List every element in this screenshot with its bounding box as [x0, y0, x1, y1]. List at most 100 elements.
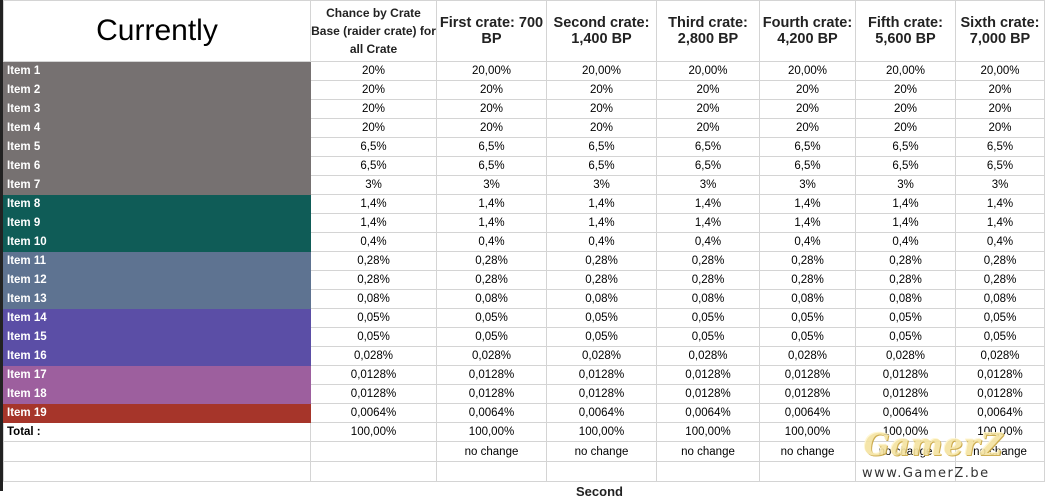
chance-cell: 0,08% — [436, 289, 547, 309]
chance-cell: 0,4% — [546, 232, 657, 252]
chance-cell: 3% — [656, 175, 760, 195]
chance-cell: 20,00% — [955, 61, 1045, 81]
empty-cell — [436, 461, 547, 482]
chance-cell: 6,5% — [855, 137, 956, 157]
total-cell: 100,00% — [546, 422, 657, 442]
header-second-crate: Second crate: 1,400 BP — [546, 0, 657, 62]
chance-cell: 0,05% — [436, 308, 547, 328]
chance-cell: 0,05% — [955, 327, 1045, 347]
chance-cell: 20% — [955, 99, 1045, 119]
table-row: Item 16 0,028% 0,028% 0,028% 0,028% 0,028% 0,0… — [3, 346, 1045, 366]
chance-cell: 0,28% — [436, 270, 547, 290]
chance-cell: 20% — [436, 99, 547, 119]
chance-cell: 6,5% — [546, 156, 657, 176]
chance-cell: 0,28% — [855, 270, 956, 290]
chance-cell: 6,5% — [855, 156, 956, 176]
chance-cell: 0,0128% — [955, 365, 1045, 385]
chance-cell: 3% — [436, 175, 547, 195]
chance-cell: 0,05% — [656, 308, 760, 328]
chance-cell: 6,5% — [310, 137, 437, 157]
chance-cell: 0,0128% — [759, 365, 856, 385]
chance-cell: 20,00% — [759, 61, 856, 81]
chance-cell: 0,28% — [310, 270, 437, 290]
total-cell: 100,00% — [436, 422, 547, 442]
chance-cell: 0,05% — [759, 308, 856, 328]
header-fifth-crate: Fifth crate: 5,600 BP — [855, 0, 956, 62]
chance-cell: 1,4% — [955, 194, 1045, 214]
item-label: Item 18 — [3, 384, 311, 404]
chance-cell: 0,05% — [436, 327, 547, 347]
header-third-crate: Third crate: 2,800 BP — [656, 0, 760, 62]
empty-cell — [955, 461, 1045, 482]
blank-row — [3, 461, 1045, 482]
item-label: Item 10 — [3, 232, 311, 252]
chance-cell: 0,4% — [759, 232, 856, 252]
chance-cell: 20% — [436, 80, 547, 100]
chance-cell: 0,0128% — [310, 384, 437, 404]
chance-cell: 20,00% — [436, 61, 547, 81]
chance-cell: 0,0064% — [546, 403, 657, 423]
header-base-chance: Chance by Crate Base (raider crate) for … — [310, 0, 437, 62]
chance-cell: 0,0128% — [546, 384, 657, 404]
empty-cell — [546, 461, 657, 482]
table-row: Item 18 0,0128% 0,0128% 0,0128% 0,0128% 0,012… — [3, 384, 1045, 404]
chance-cell: 20% — [656, 80, 760, 100]
chance-cell: 0,0128% — [546, 365, 657, 385]
chance-cell: 0,05% — [855, 308, 956, 328]
chance-cell: 0,4% — [436, 232, 547, 252]
chance-cell: 20% — [310, 99, 437, 119]
chance-cell: 1,4% — [656, 194, 760, 214]
chance-cell: 0,28% — [955, 270, 1045, 290]
table-row: Item 6 6,5% 6,5% 6,5% 6,5% 6,5% 6,5% 6,5% — [3, 156, 1045, 176]
table-row: Item 8 1,4% 1,4% 1,4% 1,4% 1,4% 1,4% 1,4% — [3, 194, 1045, 214]
chance-cell: 20% — [955, 118, 1045, 138]
no-change-cell: no change — [955, 441, 1045, 462]
table-row: Item 5 6,5% 6,5% 6,5% 6,5% 6,5% 6,5% 6,5% — [3, 137, 1045, 157]
chance-cell: 20% — [546, 118, 657, 138]
chance-cell: 0,0128% — [855, 365, 956, 385]
chance-cell: 3% — [546, 175, 657, 195]
item-label: Item 2 — [3, 80, 311, 100]
chance-cell: 0,0128% — [759, 384, 856, 404]
chance-cell: 0,28% — [759, 270, 856, 290]
chance-cell: 6,5% — [955, 156, 1045, 176]
chance-cell: 1,4% — [759, 194, 856, 214]
chance-cell: 0,28% — [656, 270, 760, 290]
chance-cell: 0,05% — [310, 327, 437, 347]
table-row: Item 11 0,28% 0,28% 0,28% 0,28% 0,28% 0,28% 0,2… — [3, 251, 1045, 271]
chance-cell: 0,28% — [855, 251, 956, 271]
item-label: Item 6 — [3, 156, 311, 176]
item-label: Item 11 — [3, 251, 311, 271]
chance-cell: 6,5% — [310, 156, 437, 176]
chance-cell: 20% — [759, 99, 856, 119]
empty-cell — [3, 441, 311, 462]
chance-cell: 20% — [546, 80, 657, 100]
header-fourth-crate: Fourth crate: 4,200 BP — [759, 0, 856, 62]
chance-cell: 0,0128% — [436, 365, 547, 385]
chance-cell: 20% — [310, 80, 437, 100]
chance-cell: 20,00% — [546, 61, 657, 81]
no-change-cell: no change — [436, 441, 547, 462]
chance-cell: 20% — [759, 118, 856, 138]
chance-cell: 1,4% — [546, 194, 657, 214]
chance-cell: 0,08% — [310, 289, 437, 309]
chance-cell: 1,4% — [310, 194, 437, 214]
chance-cell: 0,028% — [436, 346, 547, 366]
chance-cell: 1,4% — [436, 194, 547, 214]
chance-cell: 0,28% — [310, 251, 437, 271]
watermark-url: www.GamerZ.be — [862, 466, 990, 481]
total-label: Total : — [3, 422, 311, 442]
chance-cell: 0,028% — [855, 346, 956, 366]
item-label: Item 16 — [3, 346, 311, 366]
empty-cell — [759, 461, 856, 482]
chance-cell: 0,028% — [546, 346, 657, 366]
chance-cell: 0,08% — [759, 289, 856, 309]
chance-cell: 6,5% — [759, 156, 856, 176]
item-label: Item 8 — [3, 194, 311, 214]
chance-cell: 0,028% — [759, 346, 856, 366]
chance-cell: 20% — [855, 99, 956, 119]
chance-cell: 0,08% — [855, 289, 956, 309]
chance-cell: 1,4% — [759, 213, 856, 233]
item-label: Item 12 — [3, 270, 311, 290]
chance-cell: 0,05% — [546, 308, 657, 328]
